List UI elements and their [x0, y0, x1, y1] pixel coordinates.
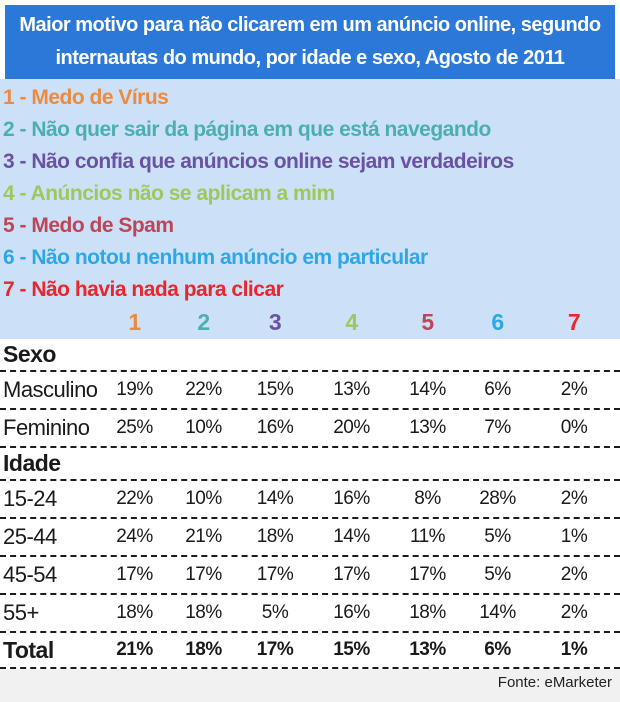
value-cell: 17%	[185, 564, 222, 585]
value-cell: 16%	[333, 602, 370, 623]
value-cell: 18%	[185, 639, 222, 660]
value-cell: 14%	[479, 602, 516, 623]
value-cell: 5%	[484, 526, 511, 547]
value-cell: 24%	[116, 526, 153, 547]
value-cell: 8%	[414, 488, 441, 509]
value-cell: 16%	[333, 488, 370, 509]
legend-item-4: 4 - Anúncios não se aplicam a mim	[3, 182, 335, 205]
value-cell: 21%	[185, 526, 222, 547]
table-row-sexo: Sexo	[0, 339, 620, 372]
value-cell: 14%	[333, 526, 370, 547]
value-cell: 20%	[333, 417, 370, 438]
value-cell: 15%	[256, 379, 294, 400]
chart-title-line-1: Maior motivo para não clicarem em um anú…	[19, 14, 601, 36]
column-header-3: 3	[268, 309, 282, 335]
value-cell: 6%	[484, 639, 511, 660]
value-cell: 25%	[116, 417, 153, 438]
value-cell: 21%	[116, 639, 153, 660]
value-cell: 2%	[560, 488, 588, 509]
value-cell: 17%	[256, 639, 294, 660]
legend: 1 - Medo de Vírus 2 - Não quer sair da p…	[0, 79, 620, 339]
table-row-45-54: 45-54 17% 17% 17% 17% 17% 5% 2%	[0, 557, 620, 595]
row-label: Masculino	[3, 377, 98, 402]
value-cell: 18%	[256, 526, 294, 547]
chart-title: Maior motivo para não clicarem em um anú…	[5, 5, 615, 79]
value-cell: 11%	[409, 526, 446, 547]
legend-item-3: 3 - Não confia que anúncios online sejam…	[3, 150, 514, 173]
value-cell: 22%	[116, 488, 153, 509]
table-row-total: Total 21% 18% 17% 15% 13% 6% 1%	[0, 633, 620, 669]
value-cell: 13%	[409, 639, 446, 660]
column-header-4: 4	[345, 309, 358, 335]
value-cell: 2%	[560, 602, 588, 623]
row-label: Total	[3, 636, 54, 663]
legend-item-7: 7 - Não havia nada para clicar	[3, 278, 284, 301]
value-cell: 5%	[261, 602, 289, 623]
value-cell: 18%	[185, 602, 222, 623]
row-label: 55+	[3, 600, 39, 625]
value-cell: 7%	[484, 417, 511, 438]
chart-title-line-2: internautas do mundo, por idade e sexo, …	[55, 47, 565, 69]
row-label: 15-24	[3, 486, 57, 511]
value-cell: 16%	[256, 417, 294, 438]
value-cell: 5%	[484, 564, 511, 585]
legend-item-6: 6 - Não notou nenhum anúncio em particul…	[3, 246, 428, 269]
value-cell: 0%	[560, 417, 588, 438]
value-cell: 18%	[409, 602, 446, 623]
value-cell: 14%	[256, 488, 294, 509]
legend-item-1: 1 - Medo de Vírus	[3, 86, 169, 109]
value-cell: 15%	[333, 639, 370, 660]
value-cell: 18%	[116, 602, 153, 623]
value-cell: 17%	[256, 564, 294, 585]
row-label: Feminino	[3, 415, 90, 440]
value-cell: 17%	[333, 564, 370, 585]
column-header-6: 6	[491, 309, 504, 335]
column-header-row: 1 2 3 4 5 6 7	[0, 306, 620, 339]
legend-item-2: 2 - Não quer sair da página em que está …	[3, 118, 491, 141]
table-row-idade: Idade	[0, 448, 620, 481]
column-header-5: 5	[421, 309, 434, 335]
column-header-1: 1	[128, 309, 141, 335]
value-cell: 10%	[185, 417, 222, 438]
value-cell: 28%	[479, 488, 516, 509]
table-row-55plus: 55+ 18% 18% 5% 16% 18% 14% 2%	[0, 595, 620, 633]
source-note: Fonte: eMarketer	[0, 669, 620, 702]
value-cell: 19%	[116, 379, 153, 400]
value-cell: 1%	[560, 526, 588, 547]
table-row-feminino: Feminino 25% 10% 16% 20% 13% 7% 0%	[0, 410, 620, 448]
value-cell: 17%	[116, 564, 153, 585]
table-row-15-24: 15-24 22% 10% 14% 16% 8% 28% 2%	[0, 481, 620, 519]
data-table: Sexo Masculino 19% 22% 15% 13% 14% 6% 2%…	[0, 339, 620, 669]
value-cell: 22%	[185, 379, 222, 400]
row-group-label: Sexo	[3, 341, 56, 367]
table-row-masculino: Masculino 19% 22% 15% 13% 14% 6% 2%	[0, 372, 620, 410]
table-row-25-44: 25-44 24% 21% 18% 14% 11% 5% 1%	[0, 519, 620, 557]
value-cell: 14%	[409, 379, 446, 400]
value-cell: 13%	[333, 379, 370, 400]
value-cell: 1%	[560, 639, 588, 660]
column-header-7: 7	[567, 309, 581, 335]
legend-item-5: 5 - Medo de Spam	[3, 214, 174, 237]
value-cell: 17%	[409, 564, 446, 585]
row-label: 25-44	[3, 524, 57, 549]
row-label: 45-54	[3, 562, 57, 587]
row-group-label: Idade	[3, 450, 61, 476]
value-cell: 6%	[484, 379, 511, 400]
value-cell: 2%	[560, 564, 588, 585]
value-cell: 13%	[409, 417, 446, 438]
value-cell: 2%	[560, 379, 588, 400]
value-cell: 10%	[185, 488, 222, 509]
column-header-2: 2	[197, 309, 210, 335]
